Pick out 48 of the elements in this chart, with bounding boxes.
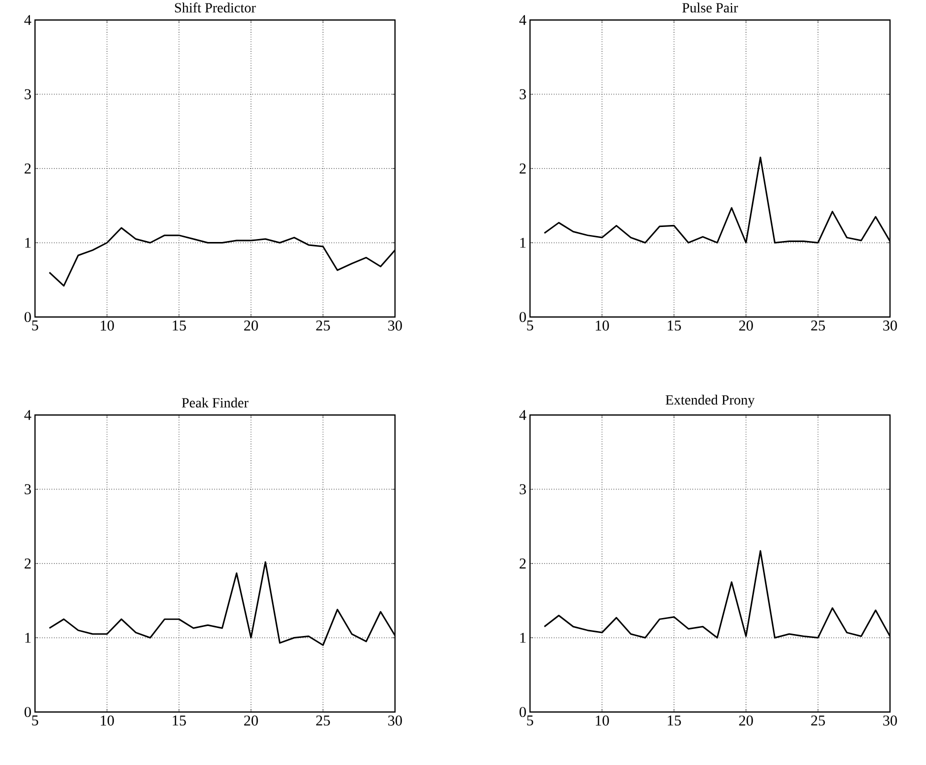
x-tick-label: 20: [244, 716, 258, 726]
x-tick-label: 25: [316, 716, 330, 726]
x-tick-label: 30: [883, 716, 897, 726]
x-tick-label: 25: [811, 320, 825, 331]
y-tick-label: 1: [25, 632, 31, 643]
x-tick-label: 20: [739, 320, 753, 331]
y-tick-label: 4: [519, 410, 526, 420]
x-tick-label: 20: [244, 320, 258, 331]
x-tick-label: 10: [596, 716, 609, 726]
chart-title: Pulse Pair: [682, 2, 738, 12]
y-tick-label: 2: [24, 558, 31, 568]
y-tick-label: 1: [520, 632, 526, 643]
x-tick-label: 25: [811, 716, 825, 726]
y-tick-label: 1: [520, 238, 526, 248]
y-tick-label: 3: [24, 484, 31, 494]
y-tick-label: 1: [25, 238, 31, 248]
y-tick-label: 2: [24, 164, 31, 174]
y-tick-label: 2: [520, 558, 526, 568]
x-tick-label: 5: [527, 716, 534, 726]
x-tick-label: 30: [388, 320, 402, 331]
y-tick-label: 4: [519, 15, 526, 25]
y-tick-label: 0: [520, 706, 526, 718]
x-tick-label: 10: [596, 320, 609, 331]
x-tick-label: 5: [527, 320, 534, 330]
y-tick-label: 3: [520, 89, 526, 100]
y-tick-label: 4: [24, 410, 32, 420]
x-tick-label: 15: [668, 716, 681, 726]
y-tick-label: 3: [24, 89, 31, 100]
y-tick-label: 2: [520, 164, 526, 174]
y-tick-label: 3: [520, 484, 526, 494]
x-tick-label: 5: [32, 716, 38, 726]
x-tick-label: 20: [739, 716, 753, 726]
x-tick-label: 5: [32, 320, 38, 330]
x-tick-label: 25: [316, 320, 330, 331]
chart-title: Extended Prony: [666, 394, 755, 408]
x-tick-label: 15: [172, 320, 186, 331]
x-tick-label: 10: [100, 320, 114, 331]
y-tick-label: 4: [24, 15, 32, 25]
y-tick-label: 0: [24, 312, 31, 322]
x-tick-label: 15: [172, 716, 186, 726]
x-tick-label: 30: [883, 320, 897, 331]
y-tick-label: 0: [520, 312, 526, 322]
y-tick-label: 0: [24, 706, 31, 718]
x-tick-label: 30: [388, 716, 402, 726]
x-tick-label: 10: [100, 716, 114, 726]
chart-title: Peak Finder: [182, 398, 248, 408]
chart-title: Shift Predictor: [175, 2, 256, 12]
x-tick-label: 15: [668, 320, 681, 331]
